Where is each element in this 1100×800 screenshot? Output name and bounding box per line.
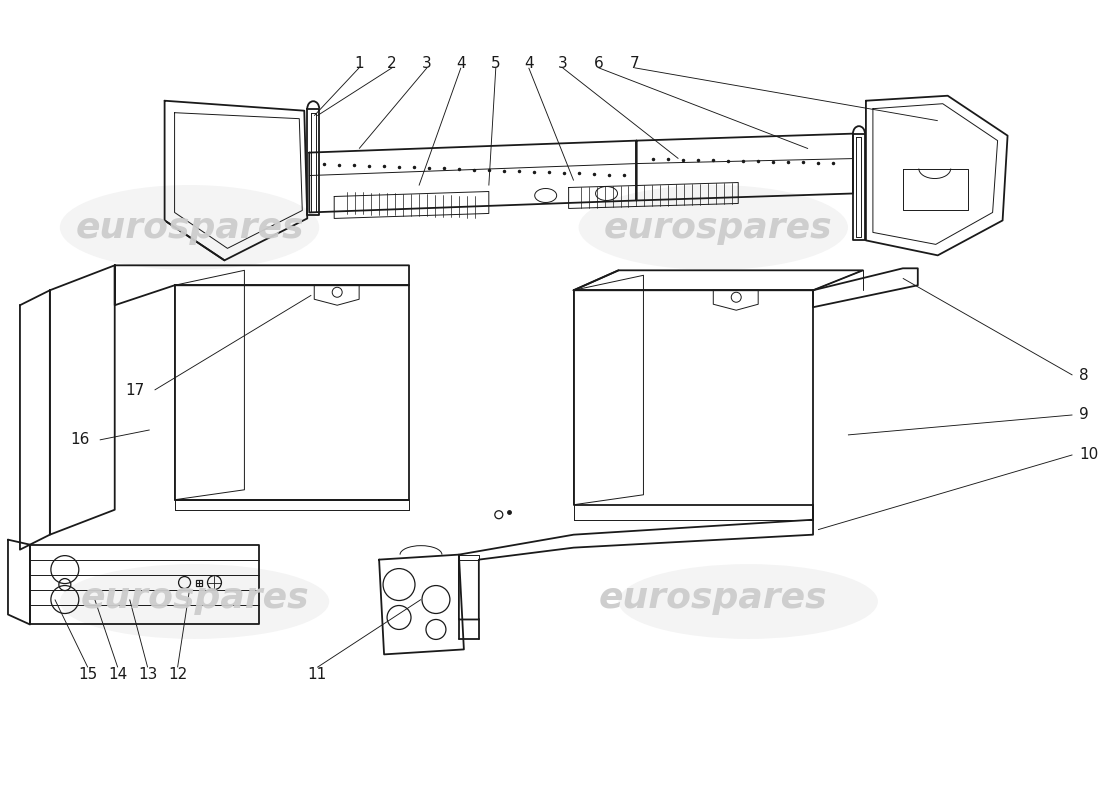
Text: 12: 12 — [168, 667, 187, 682]
Text: eurospares: eurospares — [80, 581, 309, 614]
Ellipse shape — [618, 564, 878, 639]
Text: 13: 13 — [138, 667, 157, 682]
Text: 8: 8 — [1079, 367, 1089, 382]
Text: 16: 16 — [70, 433, 90, 447]
Text: 11: 11 — [308, 667, 327, 682]
Ellipse shape — [579, 185, 848, 270]
Text: 14: 14 — [108, 667, 128, 682]
Text: 9: 9 — [1079, 407, 1089, 422]
Text: eurospares: eurospares — [604, 211, 833, 246]
Text: 1: 1 — [354, 56, 364, 71]
Text: eurospares: eurospares — [75, 211, 304, 246]
Text: 4: 4 — [524, 56, 534, 71]
Text: 7: 7 — [629, 56, 639, 71]
Text: 3: 3 — [422, 56, 432, 71]
Text: 3: 3 — [558, 56, 568, 71]
Text: 17: 17 — [125, 382, 145, 398]
Text: 6: 6 — [594, 56, 604, 71]
Text: 10: 10 — [1079, 447, 1099, 462]
Ellipse shape — [59, 564, 329, 639]
Text: 4: 4 — [456, 56, 465, 71]
Text: 5: 5 — [491, 56, 501, 71]
Text: 15: 15 — [78, 667, 98, 682]
Text: 2: 2 — [387, 56, 397, 71]
Text: eurospares: eurospares — [600, 581, 827, 614]
Ellipse shape — [59, 185, 319, 270]
